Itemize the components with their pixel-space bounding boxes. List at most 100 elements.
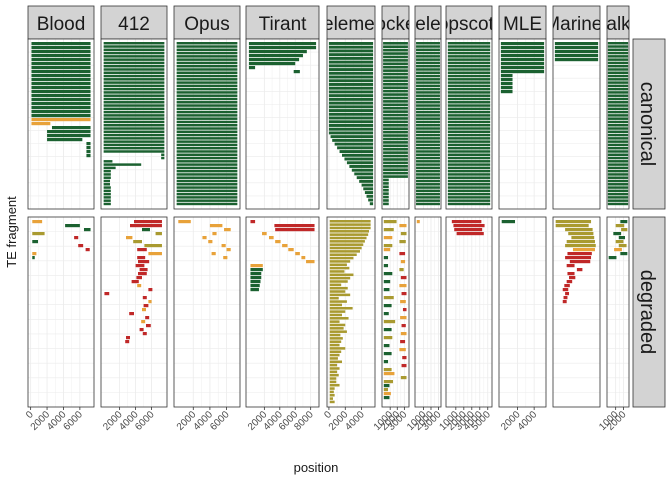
fragment-bar <box>447 97 491 101</box>
fragment-bar <box>134 220 162 224</box>
fragment-bar <box>83 228 91 232</box>
fragment-bar <box>447 68 491 71</box>
fragment-bar <box>248 46 317 50</box>
fragment-bar <box>607 133 629 137</box>
fragment-bar <box>328 68 374 72</box>
fragment-bar <box>383 165 408 168</box>
fragment-bar <box>447 91 491 94</box>
fragment-bar <box>32 252 37 256</box>
fragment-bar <box>329 286 348 290</box>
fragment-bar <box>176 153 238 156</box>
fragment-bar <box>447 84 491 88</box>
fragment-bar <box>447 110 491 114</box>
fragment-bar <box>447 94 491 97</box>
fragment-bar <box>137 248 147 252</box>
fragment-bar <box>31 46 91 50</box>
fragment-bar <box>447 48 491 52</box>
fragment-bar <box>51 126 91 130</box>
fragment-bar <box>565 256 592 260</box>
fragment-bar <box>416 120 440 124</box>
fragment-bar <box>416 160 440 163</box>
fragment-bar <box>328 116 374 120</box>
fragment-bar <box>103 137 165 140</box>
fragment-bar <box>328 71 374 75</box>
fragment-bar <box>176 143 238 147</box>
fragment-bar <box>383 185 389 189</box>
panel-border <box>245 38 320 210</box>
fragment-bar <box>383 396 390 400</box>
fragment-bar <box>103 91 165 94</box>
fragment-bar <box>176 163 238 166</box>
fragment-bar <box>607 169 629 173</box>
fragment-bar <box>563 296 568 300</box>
fragment-bar <box>176 61 238 65</box>
fragment-bar <box>176 81 238 84</box>
fragment-bar <box>145 324 151 328</box>
facet-strip-label: I-element <box>311 14 391 35</box>
fragment-bar <box>133 240 142 244</box>
fragment-bar <box>447 81 491 84</box>
fragment-bar <box>31 90 91 94</box>
fragment-bar <box>383 264 389 268</box>
fragment-bar <box>607 166 629 170</box>
fragment-bar <box>178 220 191 224</box>
fragment-bar <box>416 71 440 74</box>
fragment-bar <box>142 296 147 300</box>
fragment-bar <box>416 192 440 196</box>
fragment-bar <box>86 146 91 150</box>
fragment-bar <box>329 320 340 323</box>
fragment-bar <box>329 306 353 310</box>
fragment-bar <box>262 232 267 236</box>
fragment-bar <box>346 161 374 165</box>
fragment-bar <box>607 101 629 104</box>
fragment-bar <box>565 228 593 232</box>
fragment-bar <box>401 364 407 368</box>
fragment-bar <box>447 173 491 176</box>
fragment-bar <box>383 228 394 232</box>
fragment-bar <box>329 243 364 246</box>
fragment-bar <box>130 224 162 228</box>
fragment-bar <box>607 87 629 91</box>
fragment-bar <box>328 109 374 113</box>
fragment-bar <box>383 45 408 49</box>
fragment-bar <box>383 161 408 165</box>
fragment-bar <box>565 244 596 248</box>
fragment-bar <box>176 55 238 58</box>
fragment-bar <box>383 144 408 148</box>
fragment-bar <box>274 224 315 228</box>
facet-strip <box>498 5 547 40</box>
fragment-bar <box>447 58 491 61</box>
fragment-bar <box>176 64 238 68</box>
fragment-bar <box>248 62 296 66</box>
fragment-bar <box>328 124 374 127</box>
fragment-bar <box>137 272 147 276</box>
fragment-bar <box>399 240 406 244</box>
fragment-bar <box>103 192 111 196</box>
fragment-bar <box>103 196 111 199</box>
fragment-bar <box>571 236 595 240</box>
facet-strip <box>27 5 95 40</box>
fragment-bar <box>416 51 440 55</box>
fragment-bar <box>329 273 354 277</box>
fragment-bar <box>103 117 165 120</box>
fragment-bar <box>416 169 440 173</box>
fragment-bar <box>176 48 238 52</box>
fragment-bar <box>103 104 165 107</box>
fragment-bar <box>250 288 259 292</box>
fragment-bar <box>351 168 374 172</box>
fragment-bar <box>103 120 165 124</box>
fragment-bar <box>447 61 491 65</box>
fragment-bar <box>301 256 306 260</box>
fragment-bar <box>607 146 629 150</box>
fragment-bar <box>78 244 84 248</box>
fragment-bar <box>383 141 408 144</box>
fragment-bar <box>454 228 483 232</box>
fragment-bar <box>567 272 575 276</box>
fragment-bar <box>329 230 369 233</box>
fragment-bar <box>416 61 440 65</box>
fragment-bar <box>250 264 263 268</box>
fragment-bar <box>383 93 408 96</box>
panel-border <box>326 216 376 408</box>
panel-border <box>100 216 168 408</box>
